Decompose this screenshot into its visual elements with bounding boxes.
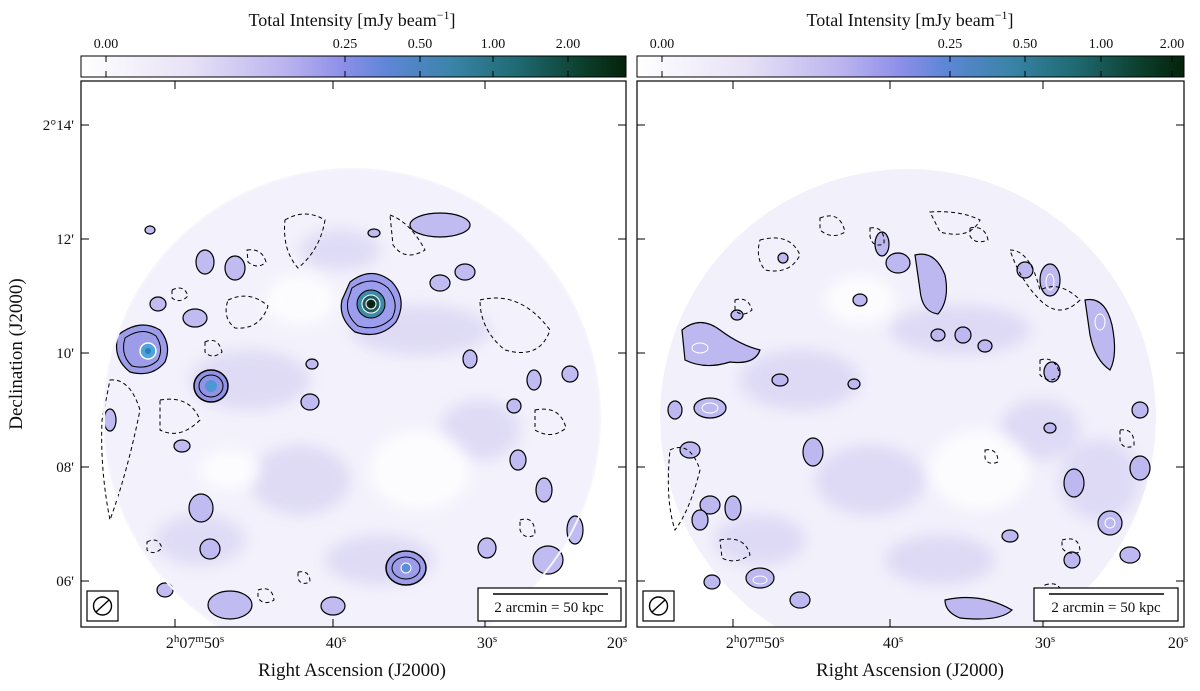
x-axis-label: Right Ascension (J2000) [816,660,1004,681]
panel-left: Total Intensity [mJy beam−1] 0.00 0.25 0… [80,8,627,681]
intensity-map [101,168,601,627]
colorbar-tick-label: 0.25 [333,37,358,52]
panel-right: Total Intensity [mJy beam−1] 0.00 0.25 0… [636,8,1188,681]
solid-contours [103,212,584,620]
x-tick-label: 30s [1035,633,1055,652]
colorbar [80,55,627,78]
y-axis-label: Declination (J2000) [6,278,27,429]
colorbar-tick-label: 2.00 [1160,37,1185,52]
solid-contours [667,231,1151,620]
y-tick-label: 2°14' [43,118,74,134]
colorbar-tick-label: 1.00 [481,37,506,52]
y-tick-label: 06' [56,574,74,590]
colorbar-tick-label: 2.00 [556,37,581,52]
colorbar-tick-label: 0.00 [94,37,119,52]
scale-bar-label: 2 arcmin = 50 kpc [494,600,604,616]
colorbar-tick-label: 0.50 [408,37,433,52]
x-tick-labels: 2h07m50s 40s 30s 20s [726,633,1188,652]
x-axis-label: Right Ascension (J2000) [258,660,446,681]
colorbar-tick-labels: 0.00 0.25 0.50 1.00 2.00 [650,37,1185,52]
colorbar-tick-label: 1.00 [1089,37,1114,52]
colorbar-title: Total Intensity [mJy beam−1] [807,8,1014,30]
scale-bar: 2 arcmin = 50 kpc [1033,587,1179,622]
y-tick-label: 08' [56,460,74,476]
scale-bar-label: 2 arcmin = 50 kpc [1051,600,1161,616]
x-tick-labels: 2h07m50s 40s 30s 20s [166,633,627,652]
x-tick-label: 2h07m50s [726,633,784,652]
x-tick-label: 30s [477,633,497,652]
radio-source [385,550,427,586]
colorbar-title: Total Intensity [mJy beam−1] [249,8,456,30]
plot-frame [80,80,627,628]
plot-frame [636,80,1185,628]
colorbar-ticks [105,56,569,77]
x-tick-label: 2h07m50s [166,633,224,652]
y-tick-labels: 2°14' 12' 10' 08' 06' [43,118,75,590]
inner-contours [691,273,1116,585]
colorbar-tick-label: 0.00 [650,37,675,52]
colorbar-ticks [661,56,1173,77]
beam-icon [642,590,675,622]
x-tick-label: 40s [883,633,903,652]
colorbar-tick-label: 0.50 [1013,37,1038,52]
dashed-contours [667,211,1135,598]
intensity-map [660,169,1156,627]
scale-bar: 2 arcmin = 50 kpc [477,587,622,622]
x-tick-label: 20s [607,633,627,652]
colorbar-tick-label: 0.25 [938,37,963,52]
radio-source [115,324,169,375]
colorbar [636,55,1185,78]
colorbar-tick-labels: 0.00 0.25 0.50 1.00 2.00 [94,37,581,52]
radio-source [340,272,402,335]
radio-source [193,369,229,403]
y-tick-label: 12' [56,232,74,248]
x-tick-label: 20s [1168,633,1188,652]
x-tick-label: 40s [326,633,346,652]
frame-ticks [81,81,626,627]
beam-icon [86,590,119,622]
y-tick-label: 10' [56,346,74,362]
